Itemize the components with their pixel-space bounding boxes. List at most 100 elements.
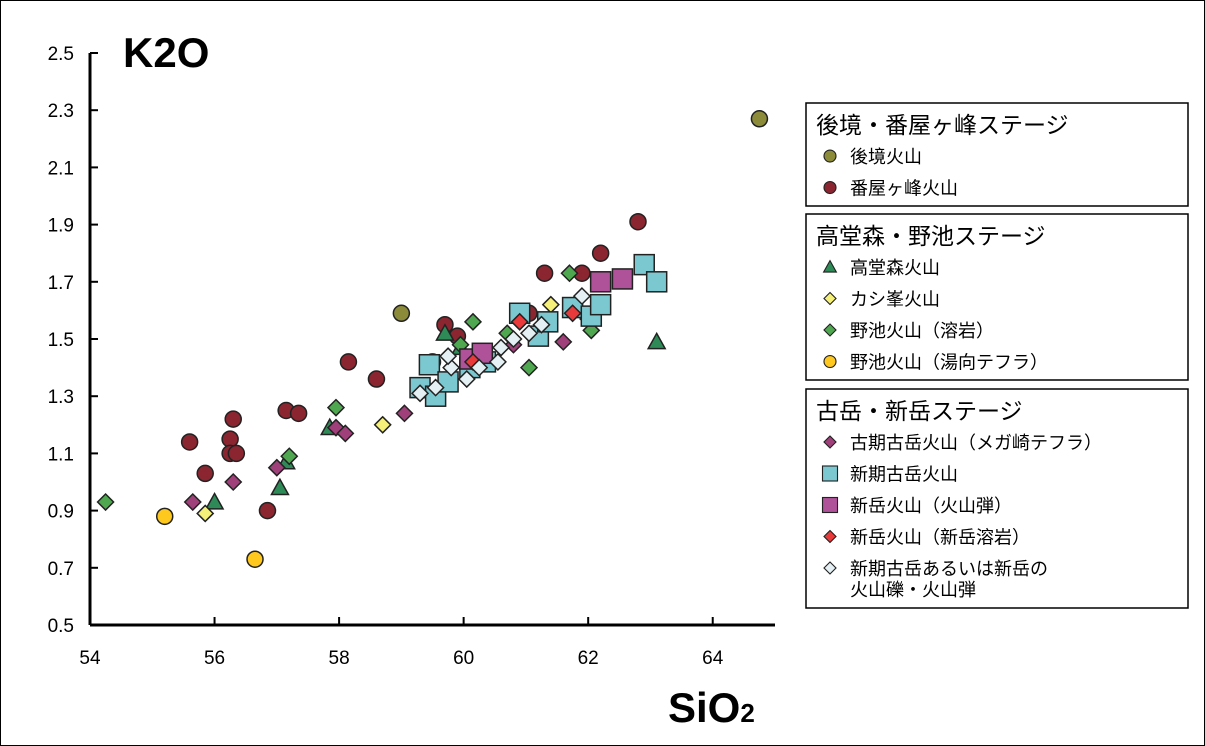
data-point — [392, 304, 411, 323]
legend-group-box — [805, 102, 1189, 207]
data-points — [96, 110, 769, 568]
y-tick-label: 0.7 — [48, 559, 74, 580]
legend-item-label: 高堂森火山 — [850, 258, 940, 279]
legend-group-title: 高堂森・野池ステージ — [816, 224, 1046, 250]
data-point — [426, 378, 445, 397]
data-point — [224, 410, 242, 428]
data-point — [196, 464, 214, 483]
data-point — [267, 458, 286, 477]
data-point — [554, 332, 573, 351]
data-point — [519, 358, 539, 377]
data-point — [204, 491, 225, 510]
data-point — [629, 212, 647, 231]
data-point — [589, 293, 612, 316]
y-tick-label: 1.5 — [48, 330, 74, 351]
y-tick-label: 1.3 — [48, 387, 74, 408]
data-point — [410, 384, 430, 403]
legend-item-label: 後境火山 — [850, 147, 922, 168]
legend-item-label: 新期古岳あるいは新岳の — [850, 559, 1048, 580]
data-point — [541, 295, 560, 314]
data-point — [155, 507, 174, 526]
legend-item-label: 新期古岳火山 — [850, 465, 958, 486]
y-tick-label: 2.5 — [48, 44, 74, 65]
legend-marker — [823, 291, 837, 306]
data-point — [563, 304, 582, 323]
legend-item-label-line2: 火山礫・火山弾 — [850, 580, 976, 601]
data-point — [611, 268, 634, 290]
legend-item-label: 新岳火山（火山弾） — [850, 496, 1012, 517]
y-tick-label: 1.9 — [48, 216, 74, 237]
data-point — [336, 424, 355, 443]
data-point — [645, 271, 668, 293]
data-point — [258, 501, 277, 520]
data-point — [439, 347, 458, 366]
data-point — [183, 492, 202, 512]
data-point — [510, 312, 529, 331]
y-tick-label: 0.9 — [48, 502, 74, 523]
legend-item-label: 古期古岳火山（メガ崎テフラ） — [850, 433, 1102, 454]
x-axis-title: SiO2 — [668, 684, 755, 731]
data-point — [488, 352, 507, 371]
legend-marker — [823, 323, 837, 337]
data-point — [196, 504, 215, 523]
data-point — [224, 472, 243, 492]
legend-item-label: 野池火山（湯向テフラ） — [850, 353, 1048, 374]
data-point — [457, 369, 476, 389]
data-point — [589, 271, 612, 293]
y-tick-label: 0.5 — [48, 616, 74, 637]
data-point — [373, 415, 392, 434]
legend-marker — [823, 435, 837, 449]
data-point — [646, 331, 667, 350]
data-point — [96, 492, 115, 512]
data-point — [532, 315, 551, 334]
data-point — [246, 550, 264, 568]
legend-marker — [823, 180, 837, 195]
data-point — [519, 324, 539, 343]
x-tick-label: 56 — [204, 648, 225, 669]
legend-group-box — [805, 213, 1189, 381]
legend-item-label: 野池火山（溶岩） — [850, 321, 994, 342]
x-tick-label: 58 — [329, 648, 350, 669]
legend-marker — [823, 561, 837, 575]
y-tick-label: 2.3 — [48, 101, 74, 122]
data-point — [367, 370, 386, 388]
data-point — [750, 110, 769, 128]
legend-group-box — [805, 388, 1189, 609]
data-point — [326, 398, 346, 417]
legend: 後境・番屋ヶ峰ステージ後境火山番屋ヶ峰火山高堂森・野池ステージ高堂森火山カシ峯火… — [805, 102, 1189, 609]
data-point — [180, 433, 199, 451]
legend-marker — [823, 354, 837, 369]
data-point — [504, 329, 523, 349]
legend-marker — [823, 529, 837, 544]
data-point — [435, 323, 455, 341]
y-tick-label: 2.1 — [48, 158, 74, 179]
legend-group-title: 後境・番屋ヶ峰ステージ — [816, 113, 1069, 139]
data-point — [463, 312, 483, 331]
data-point — [395, 404, 414, 423]
data-point — [280, 447, 299, 466]
data-point — [270, 477, 290, 496]
y-tick-label: 1.7 — [48, 273, 74, 294]
legend-marker — [823, 149, 837, 163]
legend-item-label: 新岳火山（新岳溶岩） — [850, 528, 1030, 549]
legend-marker — [822, 259, 838, 273]
x-tick-label: 54 — [79, 648, 101, 669]
axes: 2.5 2.3 2.1 1.9 1.7 1.5 1.3 1.1 0.9 0.7 0.554 56 58 6… — [48, 44, 775, 669]
x-tick-label: 62 — [578, 648, 599, 669]
data-point — [289, 404, 308, 423]
legend-marker — [821, 496, 839, 514]
data-point — [491, 338, 511, 357]
data-point — [633, 253, 655, 276]
y-tick-label: 1.1 — [48, 444, 74, 465]
data-point — [470, 358, 489, 377]
data-point — [339, 353, 358, 371]
legend-marker — [821, 465, 839, 482]
legend-item-label: カシ峯火山 — [850, 290, 940, 311]
y-axis-title: K2O — [123, 29, 209, 76]
x-tick-label: 60 — [453, 648, 474, 669]
legend-group-title: 古岳・新岳ステージ — [816, 399, 1023, 425]
data-point — [591, 244, 610, 262]
data-point — [572, 287, 592, 306]
x-axis-title-subscript: 2 — [740, 698, 754, 728]
